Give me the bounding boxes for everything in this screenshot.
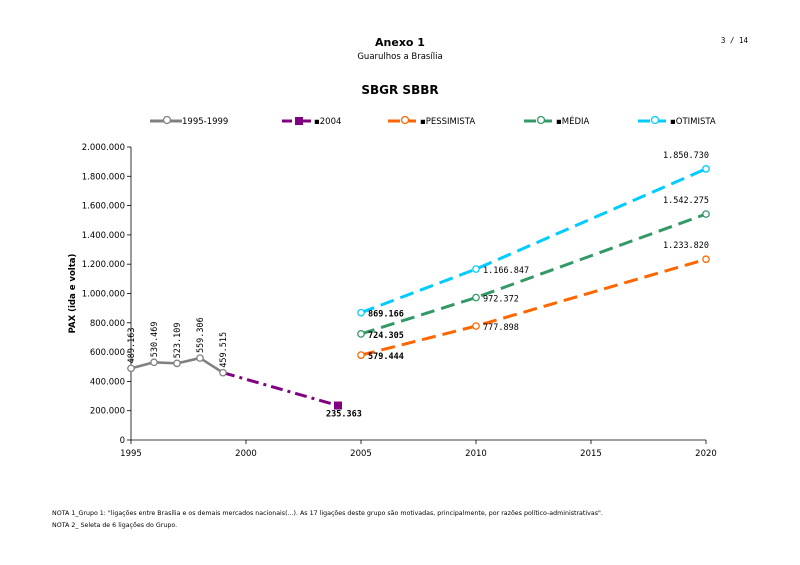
- y-tick-label: 400.000: [90, 377, 125, 387]
- data-label: 523.109: [173, 323, 183, 359]
- legend-label: ▪2004: [314, 117, 341, 127]
- data-point: [150, 358, 158, 367]
- footnotes: NOTA 1_Grupo 1: "ligações entre Brasília…: [52, 508, 603, 532]
- data-label: 459.515: [219, 332, 229, 368]
- series-line-2004: [222, 371, 339, 407]
- data-point: [334, 401, 342, 410]
- data-label: 1.166.847: [483, 266, 529, 276]
- data-point: [702, 165, 710, 173]
- y-tick-label: 0: [120, 436, 125, 446]
- y-tick-label: 600.000: [90, 348, 125, 358]
- data-point: [702, 210, 710, 218]
- x-tick-label: 2020: [695, 449, 717, 459]
- x-tick-label: 1995: [120, 449, 142, 459]
- data-point: [196, 354, 204, 362]
- data-label: 489.163: [127, 328, 137, 364]
- data-label: 530.469: [150, 321, 160, 357]
- y-tick-label: 1.200.000: [82, 260, 125, 270]
- legend-marker: [400, 115, 410, 125]
- series-line-média: [360, 212, 707, 336]
- x-tick-label: 2015: [580, 449, 602, 459]
- data-label: 1.542.275: [663, 196, 709, 206]
- data-point: [472, 265, 480, 273]
- series-line-otimista: [360, 167, 707, 315]
- legend-marker: [162, 115, 172, 125]
- x-tick-label: 2010: [465, 449, 487, 459]
- data-label: 1.233.820: [663, 241, 709, 251]
- data-point: [219, 368, 227, 377]
- data-point: [173, 359, 181, 368]
- y-tick-label: 1.400.000: [82, 231, 125, 241]
- page-title: Anexo 1: [375, 36, 425, 49]
- series-line-pessimista: [360, 257, 707, 357]
- legend-marker: [295, 117, 303, 125]
- line-chart: 0 200.000 400.000 600.000 800.000 1.000.000 1.…: [68, 115, 717, 459]
- y-tick-label: 2.000.000: [82, 143, 125, 153]
- page-number: 3 / 14: [720, 36, 748, 45]
- data-label: 724.305: [368, 331, 404, 341]
- data-label: 579.444: [368, 352, 404, 362]
- x-tick-label: 2005: [350, 449, 372, 459]
- data-label: 235.363: [326, 410, 362, 420]
- data-label: 1.850.730: [663, 151, 709, 161]
- y-tick-label: 1.800.000: [82, 172, 125, 182]
- legend-marker: [536, 115, 546, 125]
- data-label: 777.898: [483, 323, 519, 333]
- y-axis-label: PAX (ida e volta): [68, 253, 78, 333]
- data-point: [357, 330, 365, 338]
- data-point: [127, 364, 135, 373]
- data-point: [472, 322, 480, 330]
- legend-marker: [650, 115, 660, 125]
- data-label: 559.306: [196, 317, 206, 353]
- y-tick-label: 800.000: [90, 319, 125, 329]
- legend-label: ▪PESSIMISTA: [420, 117, 475, 127]
- y-tick-label: 1.000.000: [82, 290, 125, 300]
- footnote-2: NOTA 2_ Seleta de 6 ligações do Grupo.: [52, 522, 178, 529]
- y-tick-label: 200.000: [90, 407, 125, 417]
- legend-label: ▪OTIMISTA: [670, 117, 716, 127]
- data-label: 869.166: [368, 310, 404, 320]
- page-subtitle: Guarulhos a Brasília: [357, 52, 443, 62]
- legend-label: 1995-1999: [182, 117, 228, 127]
- legend-label: ▪MÉDIA: [556, 115, 590, 127]
- data-point: [357, 351, 365, 359]
- data-point: [472, 293, 480, 302]
- footnote-1: NOTA 1_Grupo 1: "ligações entre Brasília…: [52, 510, 603, 517]
- data-point: [357, 308, 365, 317]
- chart-title: SBGR SBBR: [361, 83, 439, 97]
- y-tick-label: 1.600.000: [82, 202, 125, 212]
- x-tick-label: 2000: [235, 449, 257, 459]
- data-label: 972.372: [483, 295, 519, 305]
- data-point: [702, 255, 710, 264]
